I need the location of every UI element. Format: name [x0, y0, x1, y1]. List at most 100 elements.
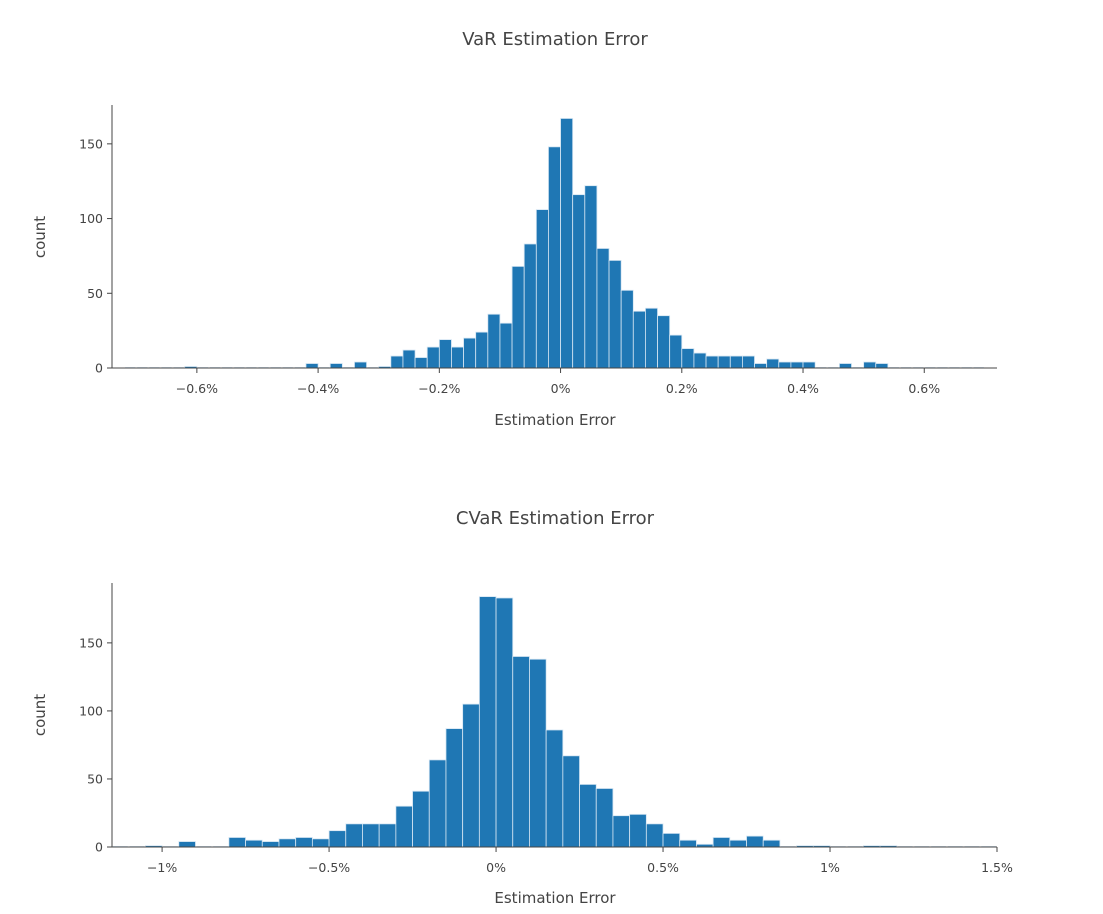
x-axis-title: Estimation Error [494, 411, 616, 429]
histogram-bar[interactable] [742, 355, 755, 369]
histogram-bar[interactable] [261, 841, 280, 848]
histogram-bar[interactable] [438, 339, 452, 369]
histogram-bar[interactable] [754, 363, 768, 369]
histogram-bar[interactable] [545, 729, 564, 848]
histogram-bar[interactable] [645, 307, 658, 369]
y-tick-label: 100 [79, 703, 103, 718]
y-tick-label: 150 [79, 635, 103, 650]
histogram-bar[interactable] [295, 837, 313, 848]
histogram-bar[interactable] [345, 823, 363, 848]
x-tick-label: 1.5% [981, 860, 1013, 875]
histogram-bar[interactable] [511, 265, 525, 369]
histogram-bar[interactable] [278, 838, 297, 848]
histogram-bar[interactable] [499, 322, 513, 369]
histogram-bar[interactable] [584, 185, 598, 369]
histogram-bar[interactable] [428, 759, 447, 848]
histogram-bar[interactable] [662, 832, 681, 848]
histogram-bar[interactable] [562, 755, 580, 848]
histogram-bar[interactable] [778, 361, 792, 369]
histogram-bar[interactable] [705, 355, 719, 369]
histogram-bar[interactable] [645, 823, 664, 848]
histogram-bar[interactable] [790, 361, 804, 369]
histogram-bar[interactable] [766, 358, 780, 369]
histogram-bar[interactable] [620, 289, 634, 369]
histogram-bar[interactable] [838, 363, 852, 369]
histogram-bar[interactable] [378, 823, 397, 848]
histogram-bar[interactable] [311, 838, 330, 848]
histogram-bar[interactable] [693, 352, 707, 369]
x-tick-label: −0.4% [297, 381, 339, 396]
histogram-bar[interactable] [657, 315, 671, 369]
histogram-bar[interactable] [548, 146, 561, 369]
histogram-bar[interactable] [608, 260, 622, 369]
x-tick-label: 0.4% [787, 381, 819, 396]
y-axis-title: count [31, 694, 49, 736]
y-tick-label: 0 [95, 840, 103, 855]
histogram-bar[interactable] [178, 841, 196, 848]
histogram-bar[interactable] [512, 656, 530, 848]
histogram-bar[interactable] [245, 839, 263, 848]
x-tick-label: −0.5% [308, 860, 350, 875]
x-tick-label: 1% [820, 860, 840, 875]
x-tick-label: 0% [486, 860, 506, 875]
histogram-bar[interactable] [681, 348, 695, 369]
histogram-bar[interactable] [390, 355, 404, 369]
histogram-bar[interactable] [535, 209, 549, 369]
histogram-bar[interactable] [679, 839, 697, 848]
x-tick-label: 0.6% [908, 381, 940, 396]
histogram-bar[interactable] [572, 194, 586, 369]
histogram-bar[interactable] [717, 355, 731, 369]
histogram-bar[interactable] [462, 703, 480, 848]
chart-title: CVaR Estimation Error [456, 508, 655, 529]
histogram-bar[interactable] [596, 248, 610, 369]
histogram-bar[interactable] [523, 243, 537, 369]
histogram-bar[interactable] [802, 361, 816, 369]
histogram-bar[interactable] [305, 363, 319, 369]
histogram-bar[interactable] [579, 784, 597, 848]
histogram-bar[interactable] [560, 118, 574, 369]
histogram-bar[interactable] [595, 788, 614, 848]
y-tick-label: 50 [87, 286, 103, 301]
histogram-bar[interactable] [412, 790, 430, 848]
x-tick-label: 0.5% [647, 860, 679, 875]
histogram-bar[interactable] [729, 355, 743, 369]
histogram-bar[interactable] [475, 331, 489, 369]
histogram-bar[interactable] [228, 837, 246, 848]
y-tick-label: 100 [79, 211, 103, 226]
histogram-bar[interactable] [529, 658, 547, 848]
x-tick-label: 0.2% [666, 381, 698, 396]
histogram-bar[interactable] [495, 597, 514, 848]
histogram-bar[interactable] [329, 363, 343, 369]
x-tick-label: −1% [147, 860, 177, 875]
cvar-histogram: CVaR Estimation Error Estimation Error c… [31, 508, 1013, 907]
histogram-bar[interactable] [863, 361, 877, 369]
x-axis-title: Estimation Error [494, 889, 616, 907]
histogram-bar[interactable] [328, 830, 347, 848]
histogram-bar[interactable] [362, 823, 380, 848]
y-tick-label: 150 [79, 136, 103, 151]
x-tick-label: −0.2% [418, 381, 460, 396]
histogram-bar[interactable] [478, 596, 497, 848]
histogram-bar[interactable] [395, 805, 413, 848]
histogram-bar[interactable] [487, 313, 501, 369]
histogram-bar[interactable] [629, 813, 647, 848]
histogram-bar[interactable] [451, 346, 464, 369]
y-tick-label: 0 [95, 361, 103, 376]
histogram-bar[interactable] [669, 334, 683, 369]
histogram-bar[interactable] [875, 363, 889, 369]
histogram-bar[interactable] [612, 815, 631, 848]
histogram-bar[interactable] [414, 357, 428, 369]
histogram-bar[interactable] [762, 839, 781, 848]
histogram-bar[interactable] [729, 839, 747, 848]
histogram-bar[interactable] [712, 837, 731, 848]
histogram-bar[interactable] [354, 361, 367, 369]
histogram-bar[interactable] [746, 835, 764, 848]
x-tick-label: 0% [551, 381, 571, 396]
y-tick-label: 50 [87, 771, 103, 786]
histogram-bar[interactable] [402, 349, 416, 369]
histogram-bar[interactable] [632, 310, 646, 369]
histogram-bar[interactable] [426, 346, 440, 369]
histogram-bar[interactable] [463, 337, 477, 369]
histogram-bar[interactable] [445, 728, 464, 848]
